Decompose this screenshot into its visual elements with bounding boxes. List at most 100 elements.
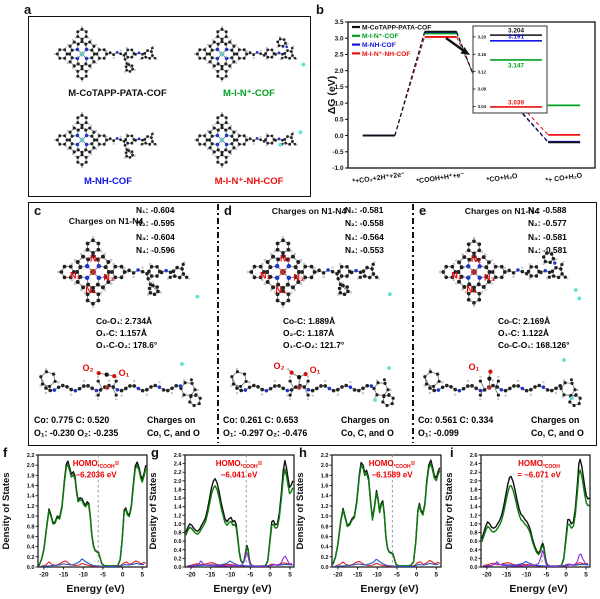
svg-text:N₃: N₃ — [103, 273, 114, 283]
svg-text:−6.041 eV: −6.041 eV — [221, 471, 258, 480]
svg-text:0.2: 0.2 — [174, 556, 182, 562]
svg-text:0.0: 0.0 — [27, 565, 35, 571]
svg-text:Energy (eV): Energy (eV) — [360, 583, 418, 595]
svg-text:3.20: 3.20 — [478, 34, 487, 39]
panel-a-box — [28, 16, 311, 197]
svg-text:5: 5 — [140, 572, 144, 579]
svg-text:Energy (eV): Energy (eV) — [509, 583, 567, 595]
panel-h-letter: h — [299, 445, 307, 460]
panel-c-geometry: Co-O₁: 2.734Å O₁-C: 1.157Å O₁-C-O₂: 178.6° — [96, 315, 157, 352]
svg-text:N₁: N₁ — [70, 270, 80, 280]
svg-text:3.12: 3.12 — [478, 69, 487, 74]
svg-text:Density of States: Density of States — [444, 472, 455, 549]
svg-text:-10: -10 — [522, 572, 532, 579]
svg-text:3.04: 3.04 — [478, 104, 487, 109]
svg-text:3.08: 3.08 — [478, 87, 487, 92]
dos-chart-f: 0.0 0.2 0.4 0.6 0.8 1.0 1.2 1.4 1.6 1.8 2.0 2.2 -20 -… — [1, 453, 148, 595]
svg-text:HOMO*COOH=: HOMO*COOH= — [216, 459, 263, 470]
svg-text:N₄: N₄ — [85, 285, 96, 295]
panel-e-charges-right: Charges on Co, C, and O — [531, 414, 584, 441]
molecule-m-nh-cof — [53, 111, 158, 169]
svg-text:0: 0 — [564, 572, 568, 579]
svg-text:0: 0 — [268, 572, 272, 579]
svg-text:Density of States: Density of States — [148, 472, 159, 549]
text-line: N₂: -0.577 — [528, 218, 567, 229]
free-energy-chart: -1.0 -0.5 0.0 0.5 1.0 1.5 2.0 2.5 3.0 3.5 ΔG (eV) *… — [326, 19, 596, 186]
svg-text:-10: -10 — [373, 572, 383, 579]
svg-text:M-CoTAPP-PATA-COF: M-CoTAPP-PATA-COF — [362, 24, 431, 31]
panel-d-geometry: Co-C: 1.889Å O₂-C: 1.187Å O₁-C-O₂: 121.7° — [283, 315, 344, 352]
svg-text:*+CO₂+2H⁺+2e⁻: *+CO₂+2H⁺+2e⁻ — [352, 171, 405, 185]
svg-text:-5: -5 — [100, 572, 106, 579]
svg-text:0.2: 0.2 — [321, 555, 329, 561]
svg-text:3.0: 3.0 — [335, 35, 344, 42]
svg-text:1.2: 1.2 — [321, 504, 329, 510]
svg-text:N₁: N₁ — [451, 270, 461, 280]
svg-text:2.5: 2.5 — [335, 52, 344, 59]
svg-text:1.0: 1.0 — [27, 514, 35, 520]
text-line: N₁: -0.581 — [345, 205, 384, 215]
svg-text:5: 5 — [584, 572, 588, 579]
svg-text:-15: -15 — [206, 572, 216, 579]
text-line: O₁: -0.230 O₂: -0.235 — [34, 428, 119, 439]
svg-text:0.4: 0.4 — [174, 548, 183, 554]
divider-d-e — [412, 204, 414, 443]
svg-text:N₂: N₂ — [90, 254, 101, 264]
svg-text:5: 5 — [434, 572, 438, 579]
panel-e-geometry: Co-C: 2.169Å O₁-C: 1.122Å Co-C-O₁: 168.126… — [498, 315, 570, 352]
text-line: Charges on — [341, 415, 390, 425]
svg-text:N₄: N₄ — [275, 285, 286, 295]
svg-text:O₁: O₁ — [469, 362, 480, 372]
caption-m-nh-cof: M-NH-COF — [83, 176, 132, 187]
svg-text:M-I-N⁺-NH-COF: M-I-N⁺-NH-COF — [362, 51, 410, 58]
svg-text:-20: -20 — [39, 572, 49, 579]
caption-m-i-n-cof: M-I-N⁺-COF — [223, 88, 275, 99]
text-line: Co: 0.775 C: 0.520 — [34, 415, 110, 425]
text-line: N₄: -0.596 — [136, 245, 175, 256]
svg-text:1.0: 1.0 — [470, 522, 478, 528]
svg-text:O₁: O₁ — [310, 365, 321, 375]
svg-text:0.5: 0.5 — [335, 117, 344, 124]
text-line: O₁-C: 1.157Å — [96, 328, 147, 339]
text-line: Co, C, and O — [531, 428, 584, 439]
svg-text:N₃: N₃ — [484, 272, 495, 282]
svg-text:N₄: N₄ — [466, 284, 477, 294]
svg-text:0: 0 — [121, 572, 125, 579]
text-line: N₃: -0.564 — [345, 231, 384, 242]
text-line: O₁-C-O₂: 121.7° — [283, 340, 345, 351]
svg-text:3.5: 3.5 — [335, 19, 344, 26]
text-line: Co-C: 2.169Å — [498, 316, 551, 326]
svg-text:0.0: 0.0 — [321, 565, 329, 571]
svg-text:Energy (eV): Energy (eV) — [66, 583, 124, 595]
text-line: Co: 0.561 C: 0.334 — [418, 415, 494, 425]
molecule-m-i-n-cof — [193, 25, 306, 83]
text-line: N₄: -0.553 — [345, 245, 384, 256]
svg-text:-5: -5 — [544, 572, 550, 579]
svg-text:1.4: 1.4 — [470, 505, 479, 511]
molecule-m-cotapp-pata-cof — [53, 25, 158, 83]
svg-text:−6.2036 eV: −6.2036 eV — [75, 471, 117, 480]
molecule-m-i-n-nh-cof — [193, 111, 303, 169]
svg-text:HOMO*COOH=: HOMO*COOH= — [73, 459, 120, 470]
text-line: Co, C, and O — [341, 428, 394, 439]
svg-text:2.6: 2.6 — [470, 453, 478, 459]
svg-text:M-NH-COF: M-NH-COF — [362, 42, 396, 49]
svg-text:0.4: 0.4 — [321, 545, 330, 551]
divider-c-d — [217, 204, 219, 443]
svg-text:1.6: 1.6 — [321, 484, 329, 490]
svg-text:O₂: O₂ — [83, 363, 94, 373]
text-line: Co-C-O₁: 168.126° — [498, 340, 570, 351]
panel-c-letter: c — [34, 203, 42, 218]
svg-text:−6.1589 eV: −6.1589 eV — [371, 471, 413, 480]
panel-d-header: Charges on N1-N4 — [271, 206, 347, 216]
text-line: Co, C, and O — [147, 428, 200, 439]
panel-c-n-charges: N₁: -0.604 N₂: -0.595 N₃: -0.604 N₄: -0.596 — [136, 204, 175, 258]
svg-text:0.0: 0.0 — [335, 133, 344, 140]
svg-text:1.8: 1.8 — [174, 487, 182, 493]
dos-chart-i: 0.0 0.2 0.4 0.6 0.8 1.0 1.2 1.4 1.6 1.8 2.0 2.2 2.4 2… — [444, 453, 591, 595]
svg-text:0.6: 0.6 — [470, 539, 478, 545]
svg-text:1.4: 1.4 — [321, 494, 330, 500]
svg-text:0.4: 0.4 — [470, 548, 479, 554]
